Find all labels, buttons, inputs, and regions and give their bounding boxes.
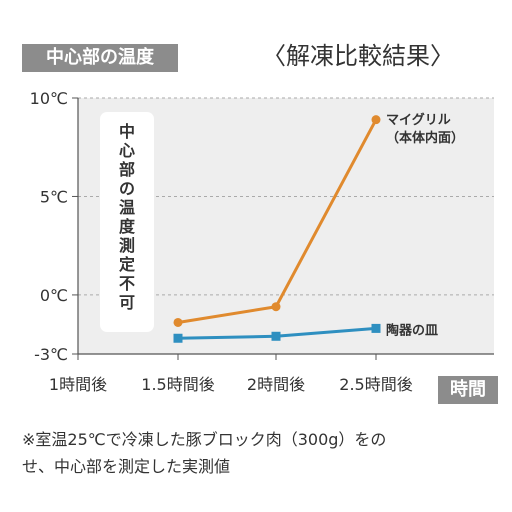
series-label: 陶器の皿 xyxy=(386,322,438,338)
annotation-char: 度 xyxy=(119,217,136,236)
data-point xyxy=(371,115,381,125)
annotation-char: 定 xyxy=(118,255,135,274)
annotation-char: 中 xyxy=(119,122,135,141)
x-tick-label: 1.5時間後 xyxy=(141,375,214,394)
y-tick-label: -3℃ xyxy=(34,345,68,364)
annotation-char: 不 xyxy=(119,274,135,293)
annotation-char: 測 xyxy=(119,236,135,255)
footnote-line-1: ※室温25℃で冷凍した豚ブロック肉（300g）をの xyxy=(22,430,387,449)
data-point xyxy=(271,331,281,341)
series-label: マイグリル xyxy=(386,112,451,128)
x-axis-label: 時間 xyxy=(438,376,498,404)
x-tick-label: 2.5時間後 xyxy=(339,375,412,394)
annotation-char: の xyxy=(119,179,135,198)
chart-title: 〈解凍比較結果〉 xyxy=(262,42,454,70)
y-tick-label: 5℃ xyxy=(40,187,68,206)
annotation-char: 可 xyxy=(119,293,135,312)
data-point xyxy=(173,333,183,343)
series-label: （本体内面） xyxy=(386,130,464,146)
data-point xyxy=(371,323,381,333)
annotation-char: 部 xyxy=(119,160,135,179)
data-point xyxy=(173,317,183,327)
x-tick-label: 1時間後 xyxy=(49,375,107,394)
x-tick-label: 2時間後 xyxy=(247,375,305,394)
y-axis-label: 中心部の温度 xyxy=(22,44,178,72)
y-tick-label: 0℃ xyxy=(40,286,68,305)
annotation-box xyxy=(100,112,154,332)
footnote-line-2: せ、中心部を測定した実測値 xyxy=(22,457,231,476)
annotation-char: 温 xyxy=(118,198,135,217)
annotation-char: 心 xyxy=(119,141,135,160)
y-tick-label: 10℃ xyxy=(30,89,68,108)
data-point xyxy=(271,302,281,312)
footnote: ※室温25℃で冷凍した豚ブロック肉（300g）をの せ、中心部を測定した実測値 xyxy=(22,426,492,480)
